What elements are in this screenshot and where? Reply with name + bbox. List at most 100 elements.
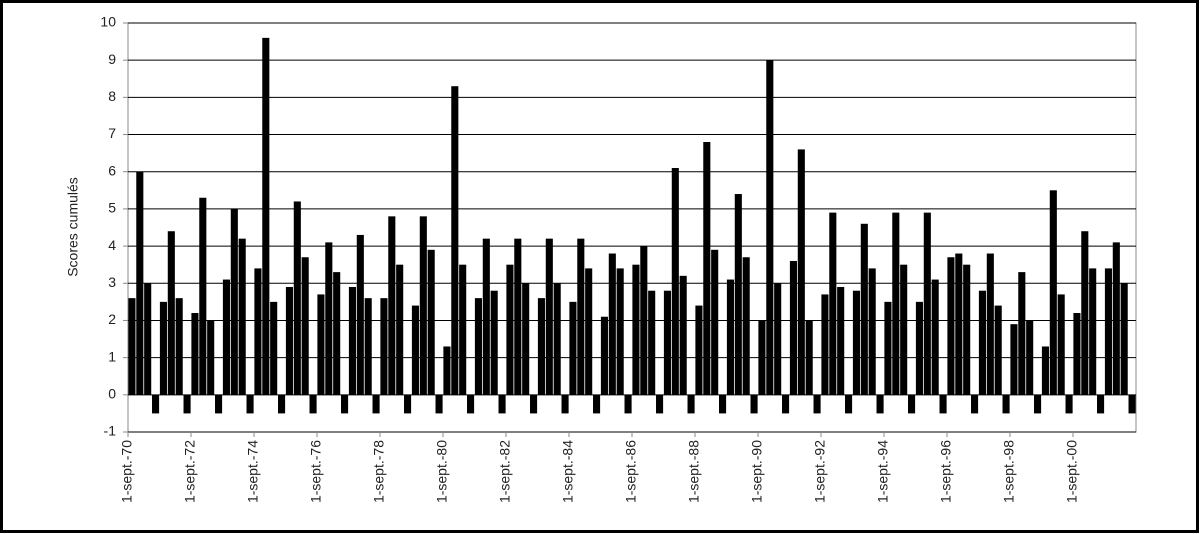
y-tick-label: 6 bbox=[108, 162, 116, 178]
bar bbox=[640, 246, 648, 395]
bar bbox=[1041, 346, 1049, 395]
bar bbox=[183, 394, 191, 414]
bar bbox=[600, 316, 608, 395]
y-tick-label: 1 bbox=[108, 348, 116, 364]
bar bbox=[388, 216, 396, 395]
bar bbox=[522, 283, 530, 395]
y-tick-label: 2 bbox=[108, 311, 116, 327]
bar bbox=[963, 264, 971, 395]
bar bbox=[726, 279, 734, 395]
bar bbox=[215, 394, 223, 414]
bar bbox=[577, 238, 585, 395]
bar bbox=[679, 275, 687, 395]
x-tick-label: 1-sept.-78 bbox=[371, 440, 387, 503]
bar bbox=[829, 212, 837, 395]
bar bbox=[1120, 283, 1128, 395]
bar bbox=[317, 294, 325, 395]
bar bbox=[482, 238, 490, 395]
x-tick-label: 1-sept.-88 bbox=[686, 440, 702, 503]
bar bbox=[1081, 231, 1089, 395]
bar bbox=[774, 283, 782, 395]
bar bbox=[530, 394, 538, 414]
bar bbox=[758, 320, 766, 395]
bar bbox=[364, 298, 372, 395]
bar bbox=[915, 301, 923, 395]
bar bbox=[159, 301, 167, 395]
bar bbox=[939, 394, 947, 414]
bar bbox=[978, 290, 986, 395]
bar bbox=[443, 346, 451, 395]
bar bbox=[278, 394, 286, 414]
bar bbox=[569, 301, 577, 395]
bar bbox=[514, 238, 522, 395]
bar bbox=[608, 253, 616, 395]
bar bbox=[498, 394, 506, 414]
bar bbox=[986, 253, 994, 395]
x-tick-label: 1-sept.-94 bbox=[875, 440, 891, 503]
bar bbox=[947, 257, 955, 395]
bar bbox=[553, 283, 561, 395]
x-tick-label: 1-sept.-74 bbox=[245, 440, 261, 503]
x-tick-label: 1-sept.-96 bbox=[938, 440, 954, 503]
y-tick-label: 3 bbox=[108, 274, 116, 290]
bar bbox=[860, 223, 868, 395]
bar bbox=[474, 298, 482, 395]
x-tick-label: 1-sept.-00 bbox=[1064, 440, 1080, 503]
bar bbox=[719, 394, 727, 414]
bar bbox=[254, 268, 262, 395]
x-tick-label: 1-sept.-90 bbox=[749, 440, 765, 503]
bar bbox=[356, 234, 364, 395]
bar bbox=[789, 260, 797, 395]
y-tick-label: 5 bbox=[108, 200, 116, 216]
bar bbox=[325, 242, 333, 395]
bar bbox=[648, 290, 656, 395]
bar bbox=[293, 201, 301, 395]
bar bbox=[632, 264, 640, 395]
bar bbox=[821, 294, 829, 395]
y-tick-label: -1 bbox=[104, 423, 117, 439]
bar bbox=[703, 141, 711, 395]
bar bbox=[270, 301, 278, 395]
bar bbox=[1010, 324, 1018, 395]
bar bbox=[404, 394, 412, 414]
bar bbox=[1089, 268, 1097, 395]
bar bbox=[876, 394, 884, 414]
bar bbox=[128, 298, 136, 395]
bar bbox=[711, 249, 719, 395]
bar bbox=[262, 37, 270, 395]
bar bbox=[884, 301, 892, 395]
bar bbox=[624, 394, 632, 414]
bar bbox=[766, 60, 774, 395]
bar bbox=[144, 283, 152, 395]
x-tick-label: 1-sept.-98 bbox=[1001, 440, 1017, 503]
x-tick-label: 1-sept.-84 bbox=[560, 440, 576, 503]
bar bbox=[1097, 394, 1105, 414]
x-tick-label: 1-sept.-92 bbox=[812, 440, 828, 503]
bar bbox=[341, 394, 349, 414]
y-tick-label: 9 bbox=[108, 51, 116, 67]
bar bbox=[1057, 294, 1065, 395]
bar bbox=[892, 212, 900, 395]
bar bbox=[1002, 394, 1010, 414]
bar bbox=[152, 394, 160, 414]
bar bbox=[852, 290, 860, 395]
bar bbox=[136, 171, 144, 395]
bar bbox=[467, 394, 475, 414]
bar bbox=[797, 149, 805, 395]
y-tick-label: 7 bbox=[108, 125, 116, 141]
x-tick-label: 1-sept.-86 bbox=[623, 440, 639, 503]
bar bbox=[750, 394, 758, 414]
bar bbox=[372, 394, 380, 414]
x-tick-label: 1-sept.-76 bbox=[308, 440, 324, 503]
bar bbox=[845, 394, 853, 414]
bar bbox=[695, 305, 703, 395]
bar bbox=[175, 298, 183, 395]
bar bbox=[813, 394, 821, 414]
bar bbox=[207, 320, 215, 395]
bar bbox=[380, 298, 388, 395]
bar bbox=[230, 208, 238, 395]
y-tick-label: 4 bbox=[108, 237, 116, 253]
bar bbox=[1073, 313, 1081, 395]
bar bbox=[923, 212, 931, 395]
bar bbox=[419, 216, 427, 395]
